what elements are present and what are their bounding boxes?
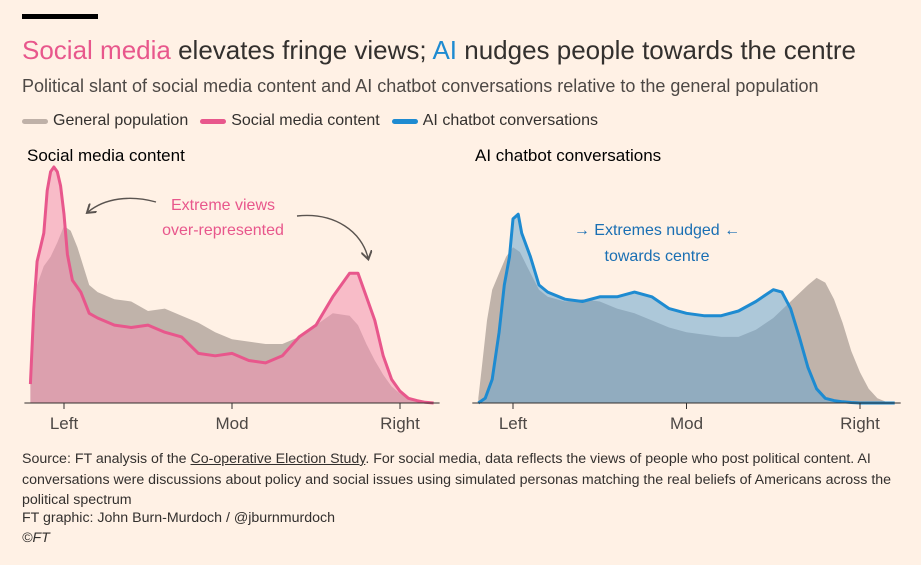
series-line-ai-chatbot-conversations (477, 212, 895, 405)
source-note: Source: FT analysis of the Co-operative … (22, 451, 892, 508)
x-tick-label-right: Right (380, 414, 420, 433)
legend-item-ai: AI chatbot conversations (391, 112, 598, 130)
legend-swatch-social (200, 118, 227, 124)
legend-label-population: General population (53, 112, 189, 129)
legend-swatch-ai (391, 118, 418, 124)
title-middle: elevates fringe views; (170, 35, 433, 65)
legend-item-social: Social media content (200, 112, 380, 130)
ft-top-bar (22, 14, 98, 19)
title-end: nudges people towards the centre (457, 35, 856, 65)
graphic-credit: FT graphic: John Burn-Murdoch / @jburnmu… (22, 510, 336, 526)
legend: General population Social media content … (22, 112, 610, 130)
annotation-ai-line1: → Extremes nudged ← (574, 222, 740, 239)
series-area-ai-chatbot-conversations (478, 214, 895, 403)
series-line-social-media-content (28, 165, 434, 405)
annotation-arrow-right (296, 214, 368, 258)
social-media-panel: Left Mod Right (24, 165, 440, 433)
legend-label-ai: AI chatbot conversations (422, 112, 598, 129)
x-tick-label-mod: Mod (215, 414, 248, 433)
annotation-social-line2: over-represented (162, 222, 284, 239)
chart-title: Social media elevates fringe views; AI n… (22, 34, 856, 66)
panel-title-ai: AI chatbot conversations (475, 146, 662, 165)
x-tick-label-right: Right (840, 414, 880, 433)
source-link[interactable]: Co-operative Election Study (190, 451, 366, 467)
x-tick-label-left: Left (50, 414, 79, 433)
legend-item-population: General population (22, 112, 188, 130)
x-tick-label-left: Left (499, 414, 528, 433)
title-social-media: Social media (22, 35, 171, 65)
ai-chatbot-panel: Left Mod Right (472, 212, 901, 433)
legend-label-social: Social media content (231, 112, 380, 129)
chart-area: Left Mod Right Left Mod Right Extreme views … (24, 165, 901, 433)
chart-subtitle: Political slant of social media content … (22, 76, 819, 96)
title-ai: AI (432, 35, 458, 65)
annotation-arrow-left (88, 197, 157, 212)
x-tick-label-mod: Mod (670, 414, 703, 433)
annotation-social-line1: Extreme views (171, 197, 275, 214)
legend-swatch-population (22, 118, 48, 124)
annotation-ai-line2: towards centre (605, 248, 710, 265)
copyright: ©FT (22, 530, 50, 546)
series-area-social-media-content (30, 167, 434, 403)
panel-title-social: Social media content (27, 146, 185, 165)
